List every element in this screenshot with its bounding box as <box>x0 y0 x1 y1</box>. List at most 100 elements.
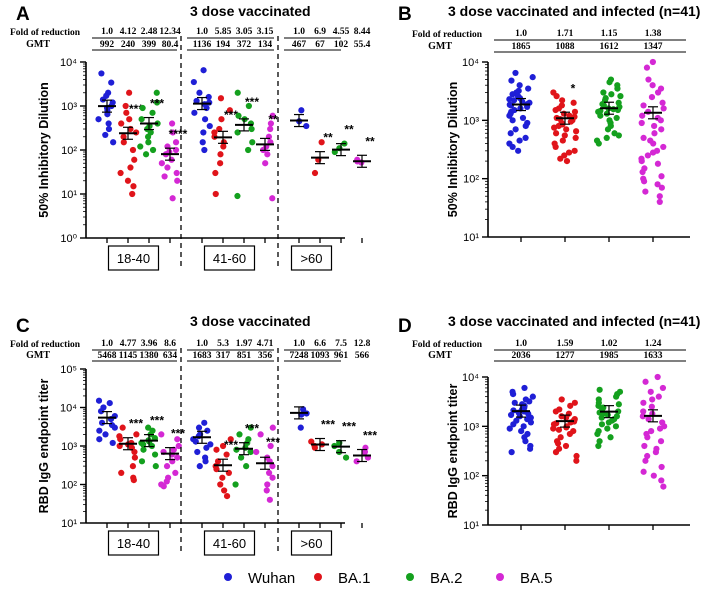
series-ba2: *** <box>232 422 259 528</box>
data-point <box>226 107 233 114</box>
gmt-label: GMT <box>26 39 50 50</box>
significance-label: *** <box>150 414 164 428</box>
group-all: 1.0 1.59 1.02 1.24 2036 1277 1985 1633 <box>494 339 686 530</box>
data-point <box>573 128 580 135</box>
data-point <box>153 99 161 106</box>
data-point <box>565 149 573 156</box>
y-tick-label: 10¹ <box>61 518 77 530</box>
legend-marker <box>314 573 322 581</box>
data-point <box>515 147 522 154</box>
data-point <box>615 132 622 139</box>
data-point <box>607 434 614 441</box>
gmt-value: 134 <box>258 40 273 50</box>
series-ba1 <box>550 396 580 530</box>
data-point <box>512 126 519 133</box>
y-tick-label: 10³ <box>463 421 479 433</box>
data-point <box>137 143 144 150</box>
data-point <box>559 137 566 144</box>
data-point <box>600 89 607 96</box>
data-point <box>219 442 227 450</box>
fold-value: 1.0 <box>293 339 305 349</box>
panel-title: 3 dose vaccinated and infected (n=41) <box>448 313 700 329</box>
data-point <box>130 477 137 484</box>
data-point <box>567 402 574 409</box>
fold-label: Fold of reduction <box>10 28 81 38</box>
data-point <box>660 143 667 151</box>
gmt-value: 1380 <box>140 351 159 361</box>
data-point <box>109 439 116 447</box>
data-point <box>243 463 250 470</box>
data-point <box>570 99 577 106</box>
data-point <box>148 442 156 450</box>
age-group-label: 41-60 <box>213 536 246 551</box>
data-point <box>608 91 615 98</box>
data-point <box>640 134 647 141</box>
legend-label: BA.2 <box>430 570 463 587</box>
legend: Wuhan BA.1 BA.2 BA.5 <box>224 570 553 587</box>
data-point <box>658 463 665 471</box>
data-point <box>160 483 167 490</box>
data-point <box>604 126 612 133</box>
panel-title: 3 dose vaccinated <box>190 3 311 19</box>
gmt-value: 467 <box>292 40 307 50</box>
gmt-value: 5468 <box>98 351 117 361</box>
data-point <box>105 125 113 133</box>
data-point <box>361 448 369 456</box>
fold-value: 1.0 <box>101 339 113 349</box>
fold-value: 12.8 <box>354 339 371 349</box>
legend-marker <box>224 573 232 581</box>
data-point <box>640 102 647 109</box>
panel-letter: B <box>398 4 412 25</box>
data-point <box>506 112 513 119</box>
data-point <box>644 434 651 441</box>
data-point <box>651 122 658 130</box>
data-point <box>649 82 656 89</box>
series-ba5 <box>639 373 668 530</box>
data-point <box>642 378 649 385</box>
data-point <box>640 408 647 415</box>
data-point <box>191 109 198 116</box>
data-point <box>145 424 152 431</box>
data-point <box>95 397 103 404</box>
series-ba5: *** <box>353 429 377 528</box>
data-point <box>563 126 570 133</box>
data-point <box>615 401 622 408</box>
data-point <box>603 134 610 141</box>
data-point <box>640 468 647 475</box>
data-point <box>522 438 529 445</box>
y-tick-label: 10¹ <box>61 189 77 201</box>
data-point <box>655 393 662 400</box>
data-point <box>516 137 523 144</box>
age-group-label: >60 <box>300 536 322 551</box>
age-group-box <box>290 530 333 556</box>
significance-label: *** <box>129 417 143 431</box>
significance-label: *** <box>129 102 143 116</box>
legend-marker <box>496 573 504 581</box>
data-point <box>266 496 273 503</box>
age-group-box <box>107 530 160 556</box>
data-point <box>617 93 624 100</box>
data-point <box>649 396 656 403</box>
gmt-label: GMT <box>26 350 50 361</box>
data-point <box>144 133 152 140</box>
data-point <box>98 70 105 77</box>
data-point <box>659 384 667 392</box>
data-point <box>269 424 276 431</box>
data-point <box>175 442 182 450</box>
data-point <box>573 457 580 464</box>
gmt-value: 317 <box>216 351 231 361</box>
gmt-value: 1347 <box>644 42 663 52</box>
data-point <box>142 151 150 158</box>
significance-label: * <box>571 82 576 96</box>
data-point <box>353 458 360 465</box>
data-point <box>507 411 515 419</box>
data-point <box>506 425 513 432</box>
data-point <box>117 169 124 177</box>
data-point <box>648 403 655 410</box>
data-point <box>639 168 646 176</box>
significance-label: *** <box>224 108 238 122</box>
data-point <box>96 436 103 443</box>
data-point <box>645 416 652 423</box>
